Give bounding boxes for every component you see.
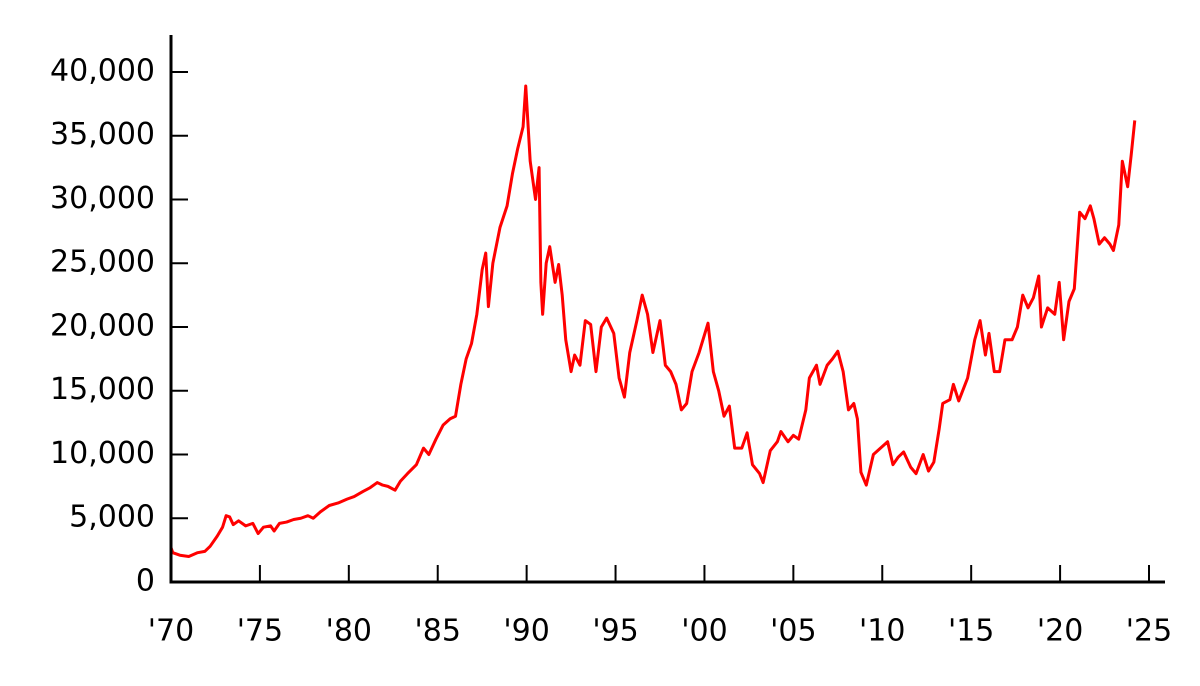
x-tick-label: '85 bbox=[415, 614, 461, 649]
y-tick-label: 25,000 bbox=[50, 245, 155, 280]
x-tick-label: '70 bbox=[148, 614, 194, 649]
x-tick-label: '00 bbox=[681, 614, 727, 649]
x-tick-label: '15 bbox=[948, 614, 994, 649]
x-tick-label: '90 bbox=[503, 614, 549, 649]
data-line bbox=[169, 84, 1137, 558]
y-tick-label: 20,000 bbox=[50, 308, 155, 343]
y-tick-label: 5,000 bbox=[69, 500, 155, 535]
y-tick-label: 30,000 bbox=[50, 181, 155, 216]
x-tick-label: '95 bbox=[592, 614, 638, 649]
y-tick-label: 35,000 bbox=[50, 117, 155, 152]
x-tick-label: '20 bbox=[1037, 614, 1083, 649]
x-tick-label: '80 bbox=[326, 614, 372, 649]
x-tick-label: '75 bbox=[237, 614, 283, 649]
y-tick-label: 15,000 bbox=[50, 372, 155, 407]
y-tick-label: 40,000 bbox=[50, 53, 155, 88]
y-tick-label: 0 bbox=[136, 564, 155, 599]
x-tick-label: '05 bbox=[770, 614, 816, 649]
x-tick-label: '25 bbox=[1126, 614, 1172, 649]
x-tick-label: '10 bbox=[859, 614, 905, 649]
y-tick-label: 10,000 bbox=[50, 436, 155, 471]
